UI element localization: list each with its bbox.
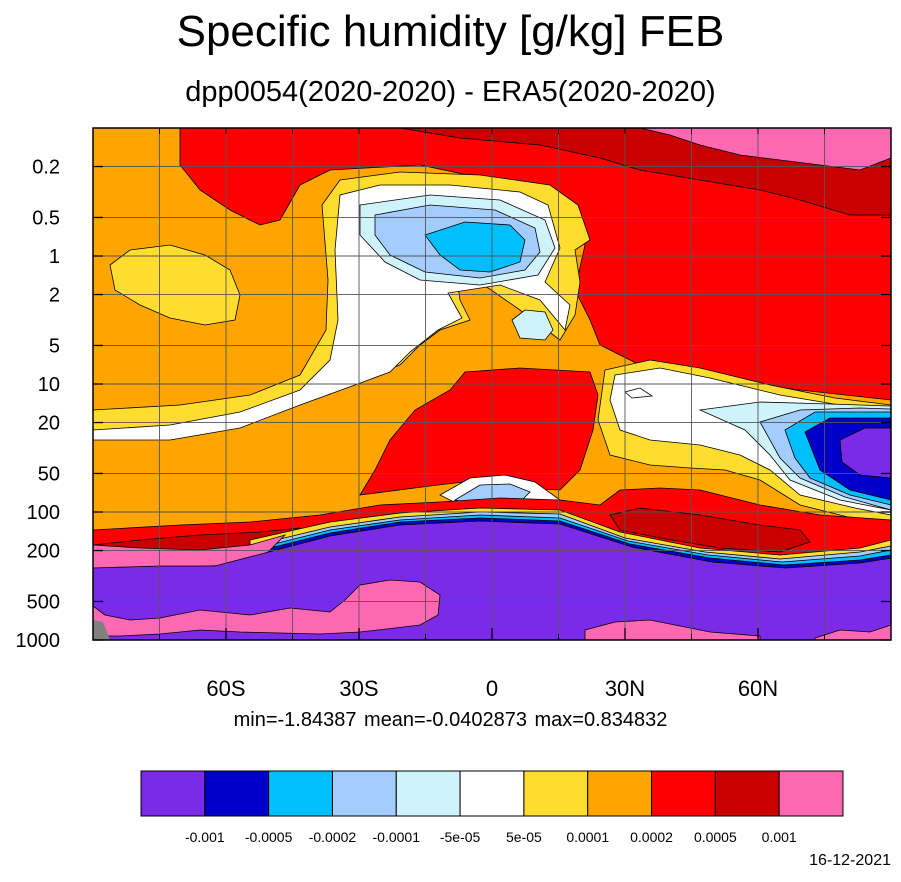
chart-title: Specific humidity [g/kg] FEB <box>176 7 725 56</box>
chart-subtitle: dpp0054(2020-2020) - ERA5(2020-2020) <box>185 76 716 108</box>
region-yellow-left-blob <box>109 244 241 326</box>
y-tick-label: 50 <box>38 463 60 485</box>
axis-ticks: 60S 30S 0 30N 60N 0.2 0.5 1 2 5 10 20 50 100 200 500 100… <box>16 128 891 701</box>
colorbar-label: 0.0005 <box>694 829 737 845</box>
x-tick-label: 30N <box>605 676 645 701</box>
region-pink-top <box>639 128 891 171</box>
x-tick-label: 30S <box>339 676 378 701</box>
colorbar-swatch <box>395 770 461 817</box>
stats-line: min=-1.84387 mean=-0.0402873 max=0.83483… <box>233 709 668 731</box>
colorbar-swatch <box>651 770 716 817</box>
y-tick-label: 1 <box>49 246 60 268</box>
region-lightcyan-small <box>511 309 554 341</box>
colorbar-label: -5e-05 <box>440 829 481 845</box>
colorbar-label: 0.0001 <box>566 829 609 845</box>
colorbar-label: -0.0001 <box>373 829 421 845</box>
region-white-small-right <box>624 387 654 399</box>
colorbar-swatch <box>140 770 206 817</box>
date-stamp: 16-12-2021 <box>809 852 891 869</box>
colorbar-swatch <box>778 770 844 817</box>
grid-lines <box>93 128 891 640</box>
colorbar-label: 0.001 <box>762 829 797 845</box>
colorbar: -0.001 -0.0005 -0.0002 -0.0001 -5e-05 5e-05 0.… <box>140 770 844 845</box>
colorbar-label: 0.0002 <box>630 829 673 845</box>
region-purple-right <box>839 427 891 479</box>
x-tick-label: 60N <box>738 676 778 701</box>
y-tick-label: 2 <box>49 285 60 307</box>
y-tick-label: 20 <box>38 413 60 435</box>
colorbar-swatch <box>331 770 397 817</box>
y-tick-label: 1000 <box>16 630 61 652</box>
region-darkred-lower-right <box>609 507 811 553</box>
colorbar-label: -0.001 <box>185 829 225 845</box>
region-cyan-upper <box>424 221 526 273</box>
y-tick-label: 0.2 <box>32 157 60 179</box>
colorbar-swatch <box>459 770 525 817</box>
region-pink-surface-left <box>93 579 441 637</box>
colorbar-swatch <box>268 770 333 817</box>
colorbar-swatch <box>587 770 653 817</box>
colorbar-label: -0.0002 <box>309 829 357 845</box>
colorbar-label: 5e-05 <box>506 829 542 845</box>
region-missing-gray <box>93 620 110 640</box>
y-tick-label: 500 <box>27 591 60 613</box>
y-tick-label: 100 <box>27 502 60 524</box>
y-tick-label: 10 <box>38 374 60 396</box>
colorbar-label: -0.0005 <box>245 829 293 845</box>
y-tick-label: 200 <box>27 541 60 563</box>
colorbar-swatch <box>523 770 589 817</box>
region-pink-surface-right <box>814 624 891 640</box>
colorbar-swatch <box>204 770 270 817</box>
colorbar-swatch <box>714 770 780 817</box>
y-tick-label: 5 <box>49 335 60 357</box>
y-tick-label: 0.5 <box>32 207 60 229</box>
x-tick-label: 0 <box>486 676 498 701</box>
x-tick-label: 60S <box>206 676 245 701</box>
region-pink-surface-mid <box>584 619 761 640</box>
